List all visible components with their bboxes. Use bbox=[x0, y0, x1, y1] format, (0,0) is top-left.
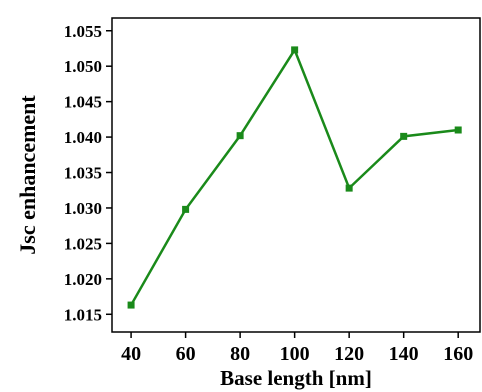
y-tick-label: 1.055 bbox=[64, 22, 102, 41]
y-tick-label: 1.045 bbox=[64, 93, 102, 112]
x-tick-label: 160 bbox=[443, 343, 473, 365]
data-point bbox=[345, 184, 353, 192]
y-tick-label: 1.035 bbox=[64, 164, 102, 183]
y-axis-title: Jsc enhancement bbox=[15, 95, 40, 255]
x-tick-label: 120 bbox=[334, 343, 364, 365]
plot-frame bbox=[111, 17, 481, 333]
x-tick-label: 60 bbox=[176, 343, 196, 365]
x-tick-label: 100 bbox=[280, 343, 310, 365]
y-tick-label: 1.020 bbox=[64, 270, 102, 289]
data-point bbox=[182, 205, 190, 213]
series-layer bbox=[127, 46, 462, 309]
data-point bbox=[127, 301, 135, 309]
y-tick-label: 1.050 bbox=[64, 57, 102, 76]
data-point bbox=[400, 132, 408, 140]
x-tick-label: 140 bbox=[389, 343, 419, 365]
x-axis-title: Base length [nm] bbox=[220, 366, 372, 390]
data-point bbox=[291, 46, 299, 54]
x-axis: 40 60 80 100 120 140 160 bbox=[121, 332, 473, 365]
x-tick-label: 80 bbox=[230, 343, 250, 365]
y-tick-label: 1.025 bbox=[64, 234, 102, 253]
x-tick-label: 40 bbox=[121, 343, 141, 365]
y-tick-label: 1.015 bbox=[64, 305, 102, 324]
y-axis: 1.015 1.020 1.025 1.030 1.035 1.040 1.045 1.050… bbox=[64, 22, 112, 324]
data-point bbox=[454, 126, 462, 134]
y-tick-label: 1.040 bbox=[64, 128, 102, 147]
data-point bbox=[236, 132, 244, 140]
y-tick-label: 1.030 bbox=[64, 199, 102, 218]
series-line bbox=[129, 47, 459, 306]
